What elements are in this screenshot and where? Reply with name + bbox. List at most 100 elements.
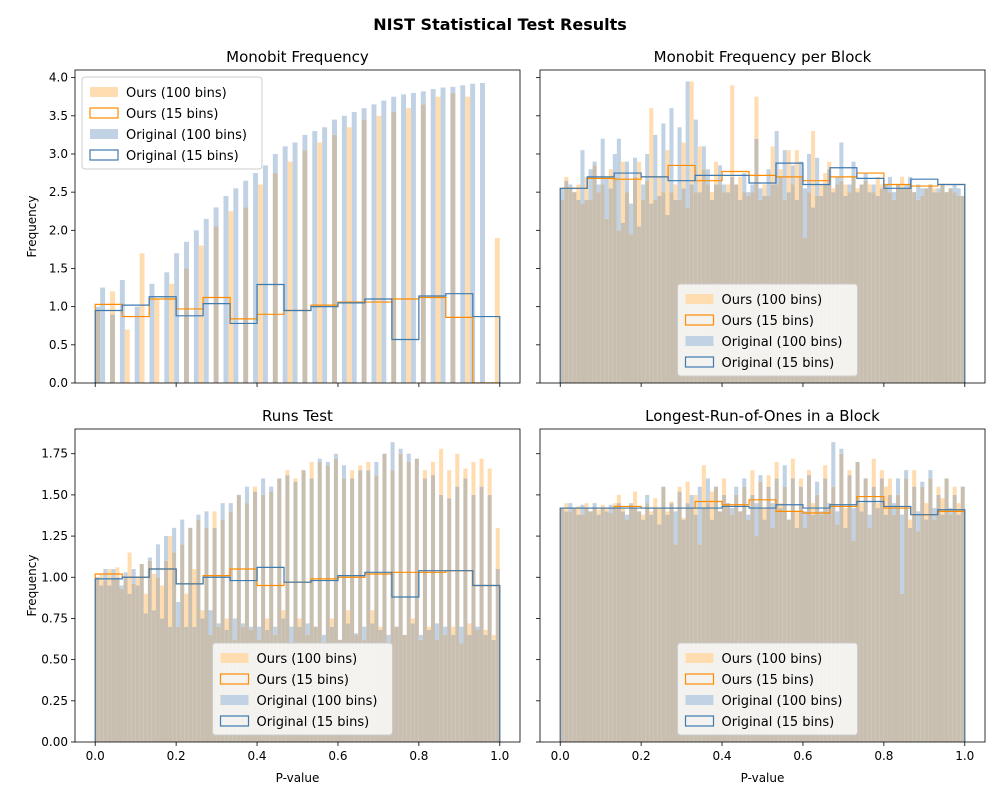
overlap-bar [192, 626, 197, 742]
overlap-bar [220, 519, 225, 742]
ours-100-bar [932, 188, 937, 193]
ours-100-bar [689, 81, 694, 185]
overlap-bar [798, 176, 803, 383]
overlap-bar [798, 486, 803, 742]
overlap-bar [184, 268, 189, 383]
overlap-bar [406, 461, 411, 742]
original-100-bar [203, 218, 209, 383]
overlap-bar [637, 226, 642, 383]
overlap-bar [616, 230, 621, 383]
overlap-bar [891, 514, 896, 742]
figure-title: NIST Statistical Test Results [373, 15, 627, 34]
original-100-bar [730, 508, 735, 515]
ours-100-bar [143, 593, 148, 614]
ours-100-bar [831, 188, 836, 193]
overlap-bar [693, 514, 698, 742]
original-100-bar [248, 626, 253, 630]
legend-label: Original (15 bins) [722, 715, 835, 730]
original-15-step [559, 162, 966, 383]
original-100-bar [193, 230, 199, 383]
ours-100-bar [491, 634, 496, 640]
overlap-bar [576, 199, 581, 383]
overlap-bar [713, 486, 718, 742]
overlap-bar [576, 514, 581, 742]
overlap-bar [261, 494, 266, 742]
ours-100-bar [823, 173, 828, 185]
original-100-bar [443, 626, 448, 635]
overlap-bar [564, 511, 569, 742]
overlap-bar [879, 478, 884, 742]
y-tick-label: 0.25 [41, 694, 68, 708]
overlap-bar [596, 514, 601, 742]
ours-100-bar [576, 506, 581, 515]
overlap-bar [95, 310, 101, 383]
overlap-bar [867, 192, 872, 383]
ours-100-bar [447, 470, 452, 499]
ours-100-bar [633, 491, 638, 509]
ours-100-bar [483, 629, 488, 635]
original-100-bar [758, 188, 763, 200]
ours-100-bar [495, 527, 500, 570]
overlap-bar [754, 138, 759, 383]
ours-100-bar [867, 184, 872, 193]
ours-100-bar [224, 618, 229, 630]
ours-100-bar [952, 486, 957, 495]
overlap-bar [928, 478, 933, 742]
original-100-bar [332, 119, 337, 135]
overlap-bar [159, 618, 164, 742]
original-100-bar [292, 142, 298, 383]
overlap-bar [750, 494, 755, 742]
overlap-bar [459, 643, 464, 742]
axes-frame [539, 428, 986, 743]
ours-100-bar [722, 478, 727, 495]
overlap-bar [883, 514, 888, 742]
legend-swatch-original-15 [219, 715, 250, 727]
original-100-bar [410, 92, 416, 383]
overlap-bar [673, 199, 678, 383]
original-100-bar [233, 188, 239, 383]
panels: 0.0 0.5 1.0 1.5 2.0 2.5 3.0 3.5 4.0 Monobit Frequ… [25, 48, 986, 785]
overlap-bar [495, 569, 500, 742]
ours-100-bar [883, 486, 888, 515]
overlap-bar [948, 514, 953, 742]
ours-100-bar [422, 470, 427, 479]
overlap-bar [815, 494, 820, 742]
legend-label: Ours (15 bins) [257, 673, 349, 688]
original-100-bar [272, 153, 278, 174]
legend-label: Ours (100 bins) [722, 293, 823, 308]
overlap-bar [653, 508, 658, 742]
ours-100-bar [135, 577, 140, 586]
overlap-bar [204, 527, 209, 742]
overlap-bar [394, 626, 399, 742]
overlap-bar [467, 634, 472, 742]
overlap-bar [629, 234, 634, 383]
overlap-bar [600, 184, 605, 383]
original-100-bar [174, 253, 180, 383]
ours-100-bar [709, 192, 714, 200]
overlap-bar [855, 461, 860, 742]
ours-100-bar [653, 498, 658, 509]
overlap-bar [451, 634, 456, 742]
legend: Ours (100 bins) Ours (15 bins) Original (1… [677, 283, 858, 377]
ours-100-bar [794, 150, 799, 200]
original-100-bar [851, 508, 856, 542]
overlap-bar [839, 453, 844, 742]
overlap-bar [572, 508, 577, 742]
ours-100-bar [762, 184, 767, 196]
original-100-bar [228, 503, 233, 512]
ours-100-bar [479, 458, 484, 487]
overlap-bar [584, 199, 589, 383]
ours-100-bar [451, 626, 456, 635]
original-100-bar [673, 511, 678, 545]
original-100-bar [325, 461, 330, 466]
overlap-bar [184, 626, 189, 742]
overlap-bar [608, 513, 613, 742]
original-100-bar [774, 131, 779, 185]
original-100-bar [835, 176, 840, 185]
legend-label: Original (15 bins) [722, 356, 835, 371]
original-100-bar [697, 486, 702, 545]
legend-label: Ours (15 bins) [126, 107, 218, 122]
original-100-bar [361, 108, 367, 120]
overlap-bar [422, 478, 427, 742]
overlap-bar [916, 531, 921, 742]
